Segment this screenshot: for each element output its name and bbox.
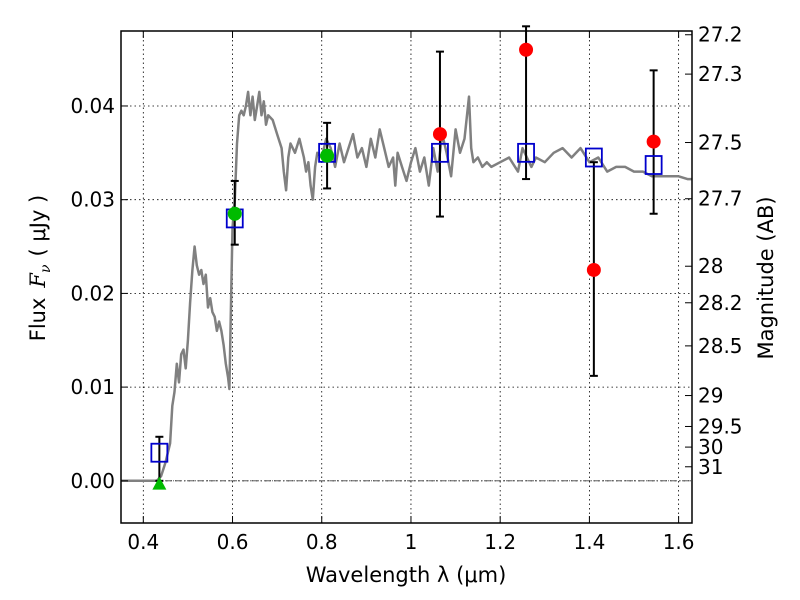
y2-tick-label: 27.7 — [698, 187, 743, 211]
model-flux-square — [584, 147, 603, 168]
model-flux-square — [431, 142, 449, 163]
x-tick-label: 1.2 — [484, 530, 516, 554]
y2-tick-label: 27.3 — [698, 62, 743, 86]
y-tick-label: 0.00 — [70, 469, 115, 493]
y-tick-label: 0.04 — [70, 94, 115, 118]
y2-tick-label: 27.2 — [698, 23, 743, 47]
y2-tick-label: 31 — [698, 455, 723, 479]
y2-tick-label: 29.5 — [698, 414, 743, 438]
y-tick-label: 0.02 — [70, 281, 115, 305]
observed-flux-point — [586, 262, 601, 277]
model-flux-square — [644, 155, 663, 175]
y2-tick-label: 28 — [698, 254, 723, 278]
y2-tick-label: 30 — [698, 435, 723, 459]
model-spectrum-line — [121, 90, 692, 483]
x-tick-label: 1.4 — [573, 530, 605, 554]
y-tick-label: 0.01 — [70, 375, 115, 399]
y-axis-title-sub: ν — [38, 264, 54, 273]
y-axis-title-unit: ( μJy ) — [26, 195, 50, 257]
error-bars — [155, 25, 658, 482]
plot-frame — [120, 30, 693, 524]
y-axis-title-symbol: F — [26, 272, 50, 289]
upper-limit-triangle — [152, 476, 167, 490]
model-flux-square — [150, 442, 169, 463]
y2-tick-label: 28.5 — [698, 334, 743, 358]
photometry-markers — [150, 42, 663, 490]
x-tick-label: 0.8 — [306, 530, 338, 554]
axis-ticks: 0.4 0.6 0.8 1 1.2 1.4 1.6 0.00 0.01 0.02 0.03 0.04 2… — [70, 23, 742, 554]
y-axis-title: Flux Fν ( μJy ) — [26, 195, 54, 341]
x-tick-label: 0.6 — [217, 530, 249, 554]
y2-axis-title: Magnitude (AB) — [754, 196, 778, 359]
observed-flux-point — [519, 42, 534, 57]
y-tick-label: 0.03 — [70, 188, 115, 212]
grid-lines — [121, 31, 692, 523]
observed-flux-point — [320, 148, 335, 163]
model-spectrum — [121, 90, 692, 483]
model-flux-square — [517, 142, 535, 163]
y2-tick-label: 27.5 — [698, 131, 743, 155]
x-tick-label: 1 — [405, 530, 418, 554]
observed-flux-point — [432, 127, 447, 142]
y2-tick-label: 28.2 — [698, 291, 743, 315]
observed-flux-point — [646, 134, 661, 149]
x-axis-title: Wavelength λ (μm) — [306, 563, 507, 587]
x-tick-label: 0.4 — [127, 530, 159, 554]
observed-flux-point — [227, 206, 242, 221]
y-axis-title-prefix: Flux — [26, 298, 50, 342]
x-tick-label: 1.6 — [663, 530, 695, 554]
y2-tick-label: 29 — [698, 384, 723, 408]
